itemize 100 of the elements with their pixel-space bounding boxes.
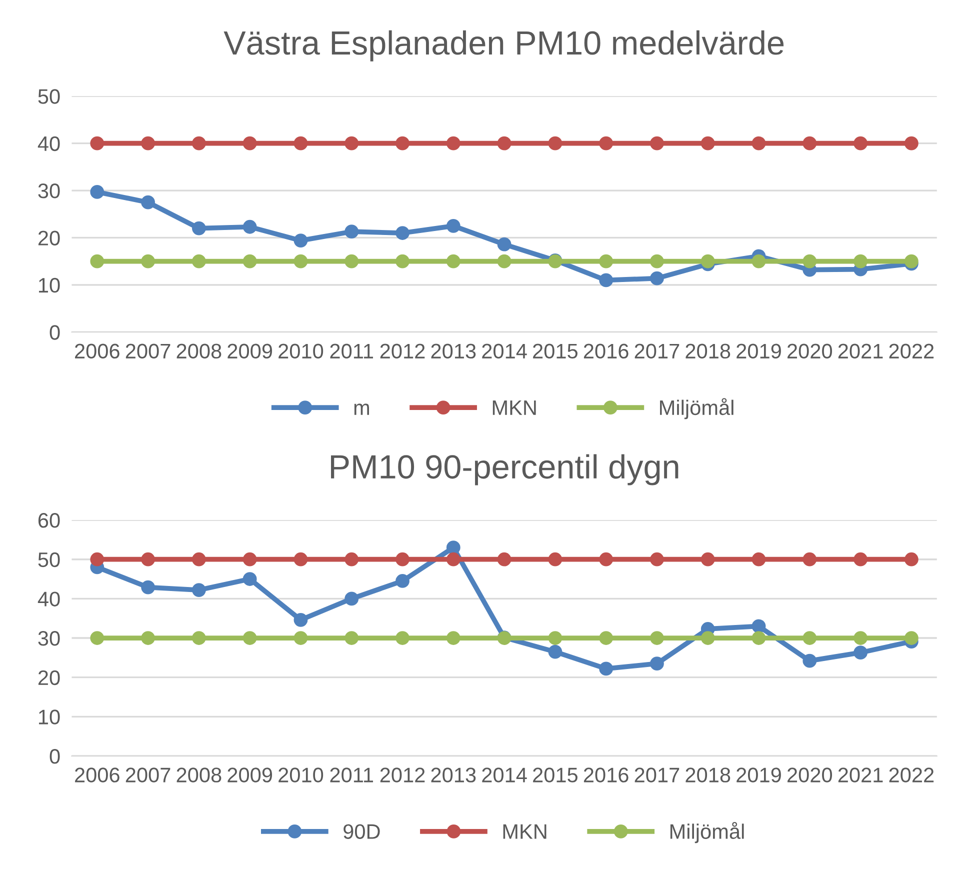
point [700, 631, 715, 645]
x-tick-label: 2010 [278, 768, 324, 782]
point [294, 612, 308, 627]
point [650, 254, 664, 268]
x-tick-label: 2008 [176, 768, 222, 782]
y-tick-label: 0 [50, 749, 60, 764]
point [752, 136, 766, 150]
x-tick-label: 2018 [686, 344, 730, 359]
chart-title: PM10 90-percentil dygn [331, 454, 678, 486]
point [344, 254, 359, 268]
point [242, 136, 257, 150]
point [344, 552, 359, 566]
point [650, 552, 664, 566]
point [344, 224, 359, 239]
point [242, 254, 257, 268]
point [396, 574, 410, 588]
x-tick-label: 2015 [533, 344, 578, 359]
x-tick-label: 2021 [838, 344, 883, 359]
point [854, 254, 868, 268]
point [650, 631, 664, 645]
point [294, 234, 308, 248]
x-tick-label: 2022 [889, 768, 934, 782]
y-tick-label: 10 [39, 278, 60, 293]
legend-label: Miljömål [670, 822, 744, 844]
point [294, 631, 308, 645]
x-tick-label: 2007 [126, 768, 170, 782]
x-tick-label: 2009 [228, 768, 272, 782]
point [294, 254, 308, 268]
point [752, 254, 766, 268]
point [446, 218, 460, 233]
point [446, 631, 460, 645]
point [497, 552, 512, 566]
point [141, 254, 155, 268]
point [599, 273, 614, 288]
x-tick-label: 2016 [584, 768, 628, 782]
legend-label: m [354, 404, 369, 415]
point [548, 552, 562, 566]
point [192, 631, 206, 645]
y-tick-label: 50 [38, 552, 60, 568]
point [396, 254, 410, 268]
point [344, 136, 359, 150]
point [700, 136, 715, 150]
point [90, 136, 104, 150]
point [752, 619, 766, 634]
point [141, 136, 155, 150]
point [141, 580, 155, 594]
x-tick-label: 2007 [126, 344, 170, 359]
x-tick-label: 2008 [176, 344, 222, 359]
y-tick-label: 40 [38, 592, 60, 606]
point [904, 552, 918, 566]
y-tick-label: 40 [38, 136, 60, 152]
x-tick-label: 2012 [380, 344, 425, 359]
x-tick-label: 2011 [330, 344, 373, 359]
point [650, 656, 664, 671]
x-tick-label: 2020 [788, 344, 832, 359]
x-tick-label: 2009 [228, 344, 272, 359]
x-tick-label: 2022 [889, 344, 934, 359]
x-tick-label: 2019 [736, 768, 781, 782]
point [497, 237, 512, 252]
point [854, 631, 868, 645]
point [599, 662, 614, 676]
point [700, 254, 715, 268]
point [344, 592, 359, 606]
legend-label: MKN [503, 824, 546, 839]
point [854, 136, 868, 150]
point [192, 221, 206, 236]
x-tick-label: 2014 [482, 344, 527, 359]
point [599, 136, 614, 150]
point [90, 254, 104, 268]
x-tick-label: 2018 [686, 768, 730, 782]
point [446, 254, 460, 268]
x-tick-label: 2011 [330, 768, 373, 782]
point [396, 136, 410, 150]
point [904, 254, 918, 268]
point [242, 631, 257, 645]
y-tick-label: 30 [38, 184, 60, 198]
legend-label: 90D [344, 824, 380, 839]
point [294, 552, 308, 566]
point [548, 136, 562, 150]
point [141, 631, 155, 645]
legend-label: MKN [492, 400, 536, 415]
x-tick-label: 2006 [75, 768, 120, 782]
point [242, 572, 257, 586]
point [396, 631, 410, 645]
point [802, 654, 817, 668]
x-tick-label: 2020 [788, 768, 832, 782]
point [192, 583, 206, 597]
x-tick-label: 2006 [75, 344, 120, 359]
x-tick-label: 2017 [634, 768, 680, 782]
point [192, 552, 206, 566]
point [141, 195, 155, 210]
point [396, 226, 410, 240]
point [802, 136, 817, 150]
point [904, 631, 918, 645]
x-tick-label: 2013 [431, 344, 476, 359]
point [90, 552, 104, 566]
point [344, 631, 359, 645]
point [446, 552, 460, 566]
point [599, 631, 614, 645]
point [599, 552, 614, 566]
